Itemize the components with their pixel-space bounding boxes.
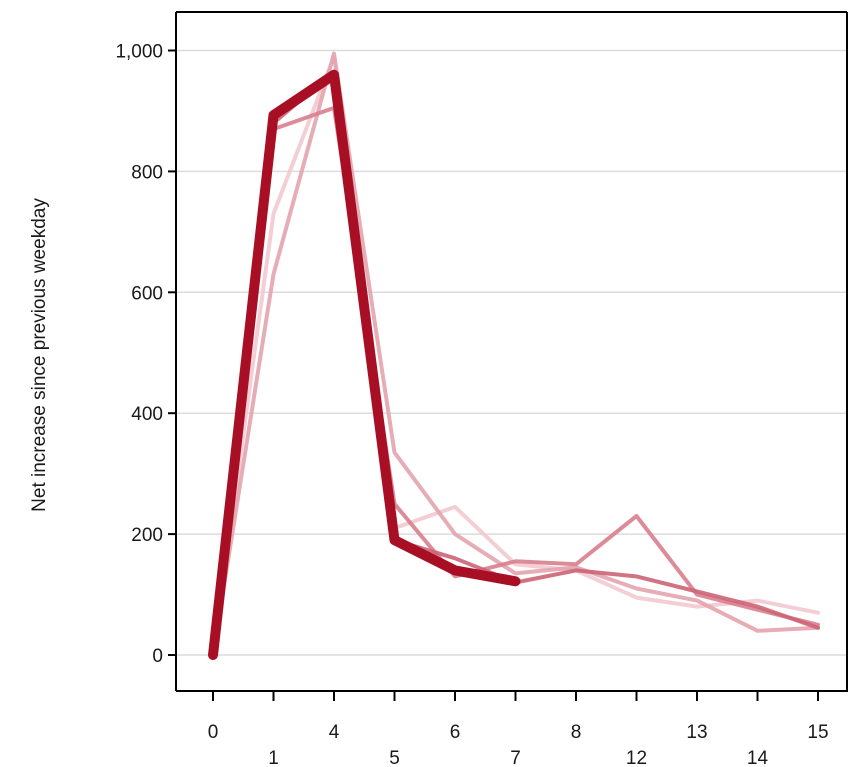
x-tick-label-5: 7	[510, 748, 521, 767]
series-line-3	[211, 105, 820, 657]
x-tick-label-2: 4	[329, 722, 340, 743]
series-line-2	[211, 51, 820, 657]
y-tick-label-0: 0	[152, 646, 163, 667]
axes	[175, 11, 848, 692]
series-line-1	[211, 54, 820, 657]
y-tick-label-4: 800	[131, 162, 163, 183]
y-tick-label-3: 600	[131, 283, 163, 304]
series-line-5	[208, 69, 521, 660]
x-tick-label-9: 14	[747, 748, 769, 767]
series-lines	[208, 51, 820, 660]
y-tick-label-1: 200	[131, 525, 163, 546]
gridlines	[176, 49, 848, 656]
x-tick-label-3: 5	[389, 748, 400, 767]
x-tick-label-8: 13	[686, 722, 707, 743]
y-tick-label-2: 400	[131, 404, 163, 425]
y-axis-ticks: 0 200 400 600 800 1,000	[115, 42, 176, 667]
x-tick-label-1: 1	[268, 748, 279, 767]
x-tick-label-7: 12	[626, 748, 647, 767]
x-tick-label-6: 8	[571, 722, 582, 743]
x-tick-label-10: 15	[807, 722, 828, 743]
y-tick-label-5: 1,000	[115, 42, 163, 63]
x-tick-label-4: 6	[450, 722, 461, 743]
x-tick-label-0: 0	[208, 722, 219, 743]
y-axis-label: Net increase since previous weekday	[29, 198, 50, 512]
